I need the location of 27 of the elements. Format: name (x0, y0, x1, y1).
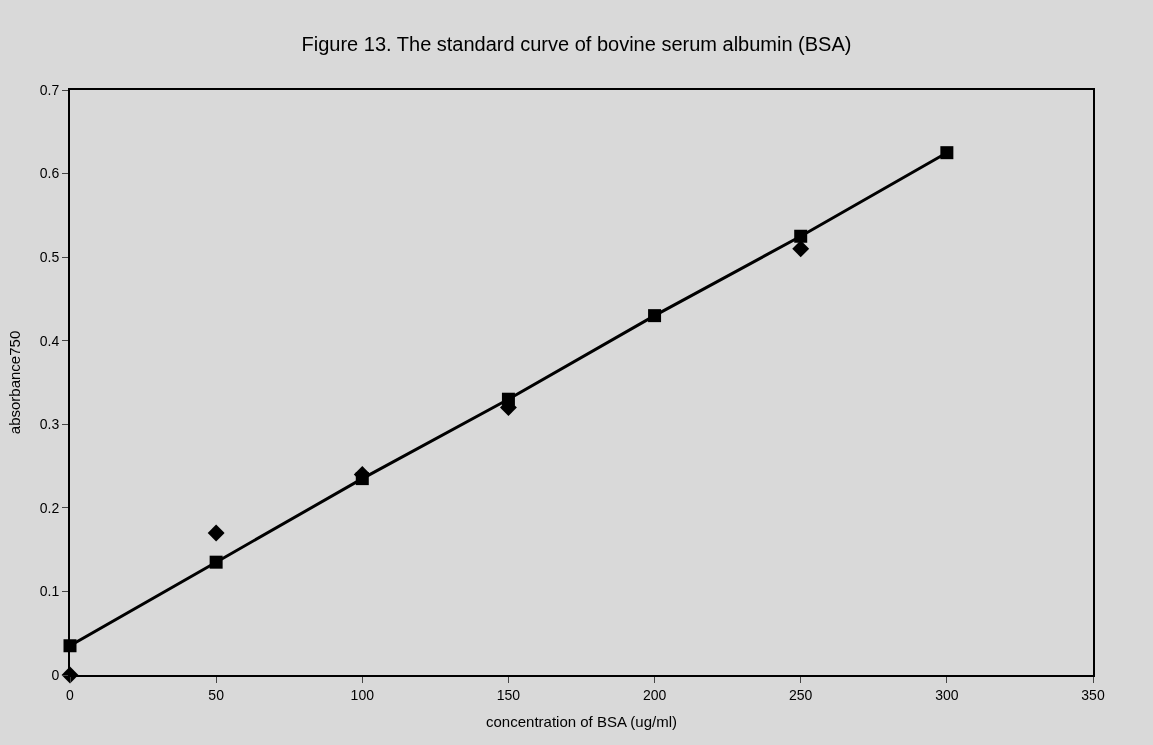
y-tick-label: 0.6 (39, 165, 60, 182)
x-tick-label: 50 (208, 686, 225, 703)
point (940, 146, 954, 160)
x-axis-title: concentration of BSA (ug/ml) (486, 713, 677, 731)
point (209, 555, 223, 569)
point (792, 240, 810, 258)
point (648, 309, 662, 323)
x-tick-label: 0 (66, 686, 75, 703)
x-tick-label: 200 (642, 686, 667, 703)
point (794, 229, 808, 243)
chart-title: Figure 13. The standard curve of bovine serum albumin (BSA) (301, 33, 852, 56)
point (355, 472, 369, 486)
y-tick-label: 0.3 (39, 416, 60, 433)
y-tick-label: 0.4 (39, 332, 60, 349)
y-tick-label: 0.1 (39, 583, 60, 600)
point (207, 524, 225, 542)
y-tick-label: 0.7 (39, 81, 60, 98)
x-tick-label: 250 (789, 686, 813, 703)
y-tick-label: 0.2 (39, 499, 60, 516)
y-axis-title: absorbance750 (6, 330, 24, 435)
x-tick-label: 150 (496, 686, 521, 703)
y-tick-label: 0.5 (39, 249, 60, 266)
y-tick-label: 0 (51, 666, 60, 683)
point (501, 392, 515, 406)
x-tick-label: 300 (935, 686, 959, 703)
x-tick-label: 350 (1081, 686, 1105, 703)
x-tick-label: 100 (350, 686, 375, 703)
